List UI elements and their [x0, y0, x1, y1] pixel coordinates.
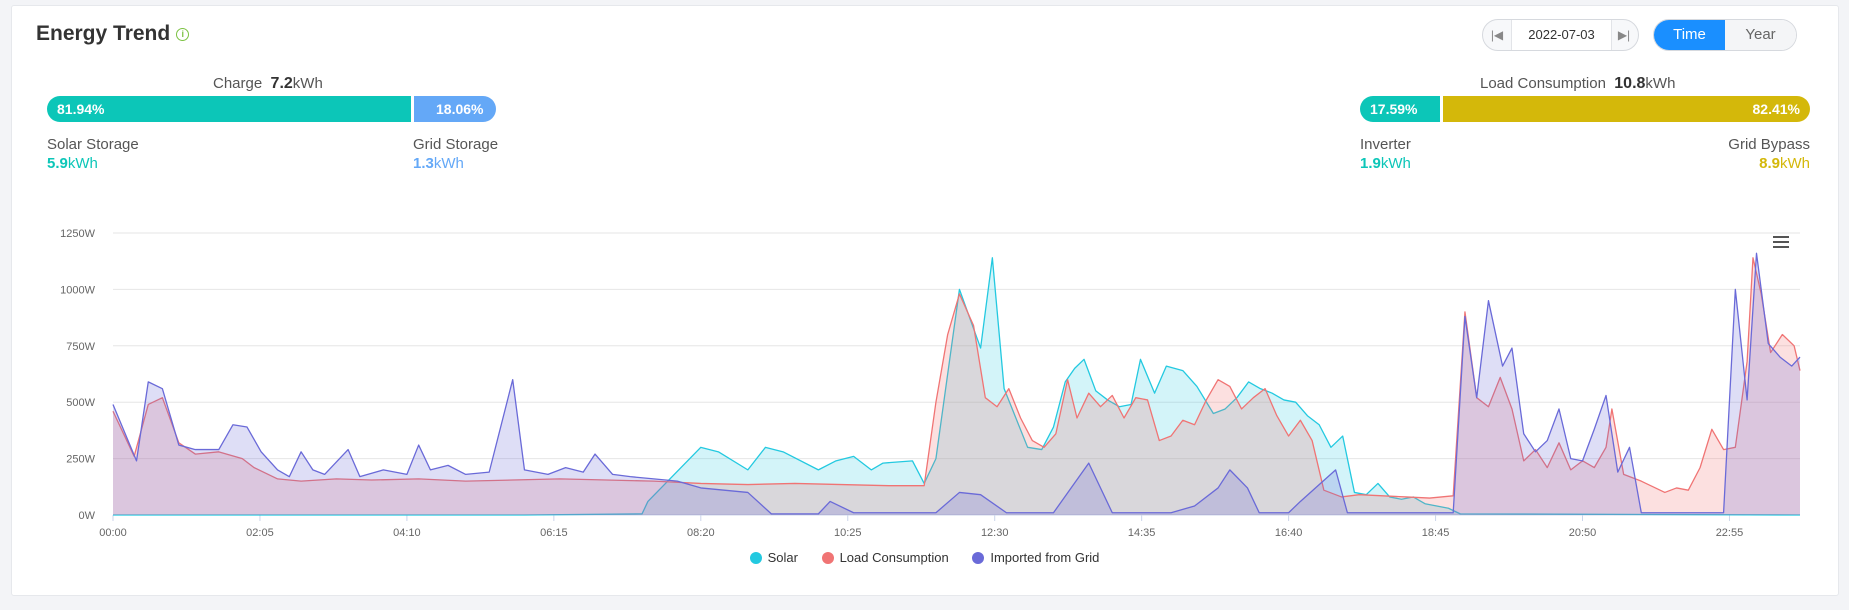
- series-line-imported-from-grid: [112, 252, 1801, 515]
- skip-next-icon[interactable]: ▶|: [1617, 28, 1631, 42]
- grid-storage-bar: 18.06%: [414, 96, 496, 122]
- grid-bypass-label: Grid Bypass: [1728, 136, 1810, 153]
- charge-value: 7.2: [270, 75, 293, 92]
- date-navigator: |◀ 2022-07-03 ▶|: [1482, 19, 1639, 51]
- legend-dot-solar: [749, 552, 762, 564]
- y-tick-label: 750W: [66, 341, 95, 353]
- x-tick-label: 22:55: [1716, 527, 1744, 539]
- charge-label: Charge: [213, 75, 263, 92]
- grid-storage-value: 1.3kWh: [413, 155, 464, 172]
- x-tick-label: 12:30: [981, 527, 1009, 539]
- load-unit: kWh: [1645, 75, 1676, 92]
- y-tick-label: 1000W: [60, 284, 95, 296]
- x-tick-label: 02:05: [246, 527, 274, 539]
- solar-storage-bar: 81.94%: [47, 96, 411, 122]
- x-tick-label: 10:25: [834, 527, 862, 539]
- chart-legend: Solar Load Consumption Imported from Gri…: [0, 550, 1849, 565]
- skip-previous-icon[interactable]: |◀: [1490, 28, 1504, 42]
- date-field[interactable]: 2022-07-03: [1511, 20, 1612, 50]
- legend-dot-grid: [972, 552, 985, 564]
- series-area-imported-from-grid: [113, 253, 1800, 515]
- inverter-label: Inverter: [1360, 136, 1411, 153]
- x-tick-label: 04:10: [393, 527, 421, 539]
- legend-load-consumption[interactable]: Load Consumption: [821, 550, 949, 565]
- info-icon[interactable]: i: [176, 27, 190, 41]
- load-summary: Load Consumption 10.8kWh: [1480, 75, 1675, 93]
- inverter-value: 1.9kWh: [1360, 155, 1411, 172]
- y-tick-label: 0W: [79, 510, 96, 522]
- inverter-bar: 17.59%: [1360, 96, 1440, 122]
- charge-summary: Charge 7.2kWh: [213, 75, 323, 93]
- load-value: 10.8: [1614, 75, 1646, 92]
- charge-unit: kWh: [292, 75, 323, 92]
- year-tab[interactable]: Year: [1725, 20, 1796, 50]
- legend-solar[interactable]: Solar: [749, 550, 798, 565]
- x-tick-label: 08:20: [687, 527, 715, 539]
- y-tick-label: 250W: [66, 454, 95, 466]
- y-tick-label: 500W: [66, 397, 95, 409]
- solar-storage-value: 5.9kWh: [47, 155, 98, 172]
- legend-dot-load: [821, 552, 834, 564]
- legend-imported-from-grid[interactable]: Imported from Grid: [972, 550, 1099, 565]
- page-title: Energy Trend i: [36, 22, 190, 46]
- series-area-solar: [113, 257, 1800, 515]
- hamburger-menu-icon[interactable]: [1773, 236, 1789, 251]
- load-label: Load Consumption: [1480, 75, 1606, 92]
- series-area-load-consumption: [113, 257, 1800, 515]
- x-tick-label: 14:35: [1128, 527, 1156, 539]
- y-tick-label: 1250W: [60, 228, 95, 240]
- time-tab[interactable]: Time: [1654, 20, 1725, 50]
- view-toggle: Time Year: [1653, 19, 1797, 51]
- x-tick-label: 18:45: [1422, 527, 1450, 539]
- series-line-load-consumption: [112, 257, 1801, 499]
- x-tick-label: 06:15: [540, 527, 568, 539]
- x-tick-label: 16:40: [1275, 527, 1303, 539]
- x-tick-label: 00:00: [99, 527, 127, 539]
- solar-storage-label: Solar Storage: [47, 136, 139, 153]
- grid-bypass-bar: 82.41%: [1443, 96, 1810, 122]
- grid-storage-label: Grid Storage: [413, 136, 499, 153]
- grid-bypass-value: 8.9kWh: [1759, 155, 1810, 172]
- x-tick-label: 20:50: [1569, 527, 1597, 539]
- series-line-solar: [113, 257, 1801, 516]
